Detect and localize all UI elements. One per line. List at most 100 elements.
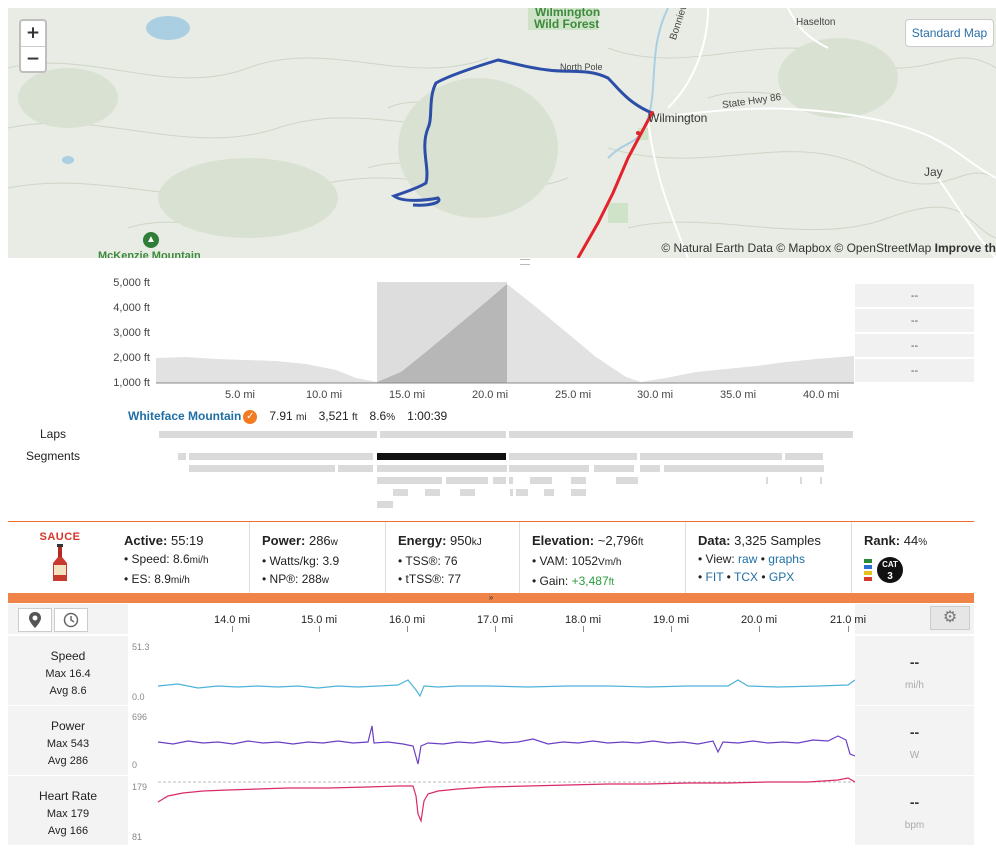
elevation-chart[interactable] [156,282,854,384]
segment-bar[interactable] [530,477,552,484]
segment-bar[interactable] [785,453,823,460]
segment-bar[interactable] [377,465,507,472]
y-max: 179 [132,782,148,792]
segment-grade: 8.6% [369,409,396,424]
lap-bar[interactable] [380,431,506,438]
double-chevron-down-icon: » [488,593,494,602]
x-tick: 5.0 mi [225,389,255,401]
segment-bar[interactable] [640,453,782,460]
graphs-link[interactable]: graphs [768,552,805,566]
gear-icon: ⚙ [942,609,958,626]
speed-plot[interactable]: 51.3 0.0 [128,636,855,705]
y-max: 696 [132,712,148,722]
route-map[interactable]: Wilmington Wild Forest Haselton North Po… [8,8,996,258]
segment-bar[interactable] [460,489,475,496]
sauce-logo[interactable]: SAUCE [8,522,112,593]
y-tick: 5,000 ft [113,277,150,289]
segment-bar[interactable] [820,477,822,484]
map-terrain [8,8,996,258]
tcx-link[interactable]: TCX [734,570,758,584]
tick-mark [232,626,233,632]
side-value: -- [855,309,974,333]
map-resize-handle[interactable] [520,259,530,265]
x-tick: 20.0 mi [471,389,509,401]
fit-link[interactable]: FIT [705,570,724,584]
segment-bar[interactable] [616,477,638,484]
map-pin-icon [29,612,41,628]
segment-bar[interactable] [640,465,660,472]
segment-bar[interactable] [377,477,442,484]
segment-bar[interactable] [189,453,373,460]
lap-bar[interactable] [509,431,853,438]
svg-text:3: 3 [887,571,893,582]
distance-axis-button[interactable] [18,608,52,632]
y-tick: 4,000 ft [113,302,150,314]
segment-time: 1:00:39 [407,409,448,424]
tick-mark [319,626,320,632]
segment-bar[interactable] [510,489,513,496]
trace-x-tick: 21.0 mi [829,614,867,626]
raw-link[interactable]: raw [738,552,758,566]
cat-rank-icon[interactable]: CAT 3 [864,556,908,584]
map-style-button[interactable]: Standard Map [905,19,994,47]
segment-bar[interactable] [509,477,513,484]
elevation-panel: 5,000 ft 4,000 ft 3,000 ft 2,000 ft 1,00… [0,268,996,522]
segment-name-link[interactable]: Whiteface Mountain [128,409,242,423]
stat-active: Active: 55:19 • Speed: 8.6mi/h • ES: 8.9… [112,522,250,593]
segment-bar[interactable] [377,501,393,508]
trace-x-tick: 19.0 mi [652,614,690,626]
y-min: 81 [132,832,143,842]
segment-bar[interactable] [664,465,824,472]
heart-rate-chart-row: Heart Rate Max 179 Avg 166 179 81 -- bpm [8,776,974,845]
svg-text:CAT: CAT [882,560,898,569]
tick-mark [671,626,672,632]
segment-bar[interactable] [393,489,408,496]
segment-bar[interactable] [800,477,802,484]
speed-unit: mi/h [905,680,924,691]
trace-x-tick: 18.0 mi [564,614,602,626]
segment-bar[interactable] [516,489,528,496]
segment-bar[interactable] [571,477,586,484]
segment-bar[interactable] [446,477,488,484]
improve-map-link[interactable]: Improve th [934,241,996,255]
expand-charts-button[interactable]: » [8,593,974,603]
heart-rate-plot[interactable]: 179 81 [128,776,855,845]
segment-bar[interactable] [594,465,634,472]
map-label-wild-forest: Wild Forest [534,17,600,31]
stat-elevation: Elevation: ~2,796ft • VAM: 1052Vm/h • Ga… [520,522,686,593]
y-tick: 2,000 ft [113,352,150,364]
segment-bar[interactable] [338,465,373,472]
attribution-text[interactable]: © Natural Earth Data © Mapbox © OpenStre… [661,241,932,255]
segment-bar[interactable] [178,453,186,460]
lap-bar[interactable] [159,431,377,438]
y-tick: 1,000 ft [113,377,150,389]
segment-bar[interactable] [509,453,637,460]
trace-toolbar: 14.0 mi 15.0 mi 16.0 mi 17.0 mi 18.0 mi … [8,604,974,634]
gpx-link[interactable]: GPX [768,570,795,584]
segment-bar[interactable] [493,477,506,484]
x-tick: 30.0 mi [636,389,674,401]
mountain-icon: ▲ [143,232,159,248]
trace-x-tick: 14.0 mi [213,614,251,626]
segment-bar[interactable] [766,477,768,484]
segment-bar-selected[interactable] [377,453,506,460]
zoom-in-button[interactable]: + [25,23,41,43]
chart-settings-button[interactable]: ⚙ [930,606,970,630]
power-plot[interactable]: 696 0 [128,706,855,775]
segments-label: Segments [26,449,81,463]
x-tick: 35.0 mi [719,389,757,401]
zoom-out-button[interactable]: − [21,46,45,71]
segment-bar[interactable] [544,489,554,496]
segment-bar[interactable] [509,465,589,472]
segment-bar[interactable] [189,465,335,472]
side-value: -- [855,359,974,383]
map-label-mckenzie: McKenzie Mountain [98,250,201,258]
side-value: -- [855,334,974,358]
time-axis-button[interactable] [54,608,88,632]
segment-bar[interactable] [571,489,586,496]
segment-bar[interactable] [425,489,440,496]
stat-rank: Rank: 44% CAT 3 [864,533,928,584]
map-label-wilmington: Wilmington [648,111,708,125]
y-min: 0 [132,760,138,770]
side-value: -- [855,284,974,308]
